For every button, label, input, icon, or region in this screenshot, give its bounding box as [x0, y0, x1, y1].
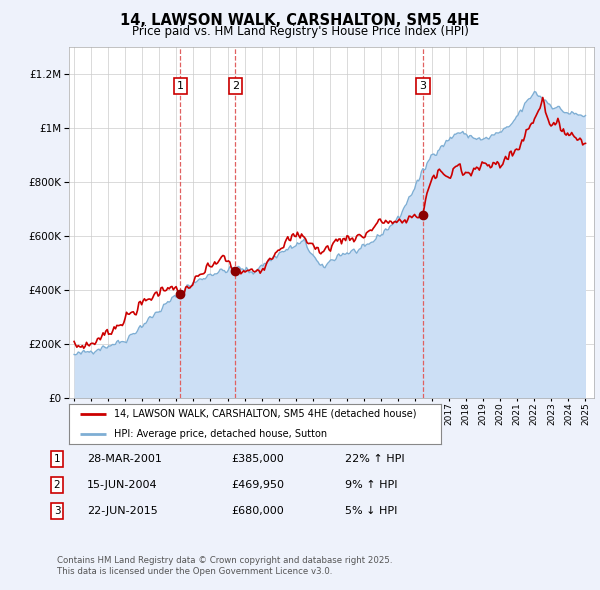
Text: HPI: Average price, detached house, Sutton: HPI: Average price, detached house, Sutt… — [113, 429, 327, 438]
Text: £469,950: £469,950 — [231, 480, 284, 490]
Text: 22-JUN-2015: 22-JUN-2015 — [87, 506, 158, 516]
Text: 1: 1 — [177, 81, 184, 91]
Text: £680,000: £680,000 — [231, 506, 284, 516]
Text: 9% ↑ HPI: 9% ↑ HPI — [345, 480, 398, 490]
Text: Price paid vs. HM Land Registry's House Price Index (HPI): Price paid vs. HM Land Registry's House … — [131, 25, 469, 38]
Text: 15-JUN-2004: 15-JUN-2004 — [87, 480, 158, 490]
Text: Contains HM Land Registry data © Crown copyright and database right 2025.
This d: Contains HM Land Registry data © Crown c… — [57, 556, 392, 576]
Text: 5% ↓ HPI: 5% ↓ HPI — [345, 506, 397, 516]
Text: 1: 1 — [53, 454, 61, 464]
Text: 2: 2 — [53, 480, 61, 490]
Text: 28-MAR-2001: 28-MAR-2001 — [87, 454, 162, 464]
Text: 3: 3 — [419, 81, 427, 91]
Text: £385,000: £385,000 — [231, 454, 284, 464]
Text: 14, LAWSON WALK, CARSHALTON, SM5 4HE (detached house): 14, LAWSON WALK, CARSHALTON, SM5 4HE (de… — [113, 409, 416, 418]
Text: 14, LAWSON WALK, CARSHALTON, SM5 4HE: 14, LAWSON WALK, CARSHALTON, SM5 4HE — [121, 13, 479, 28]
Text: 22% ↑ HPI: 22% ↑ HPI — [345, 454, 404, 464]
Text: 3: 3 — [53, 506, 61, 516]
Text: 2: 2 — [232, 81, 239, 91]
